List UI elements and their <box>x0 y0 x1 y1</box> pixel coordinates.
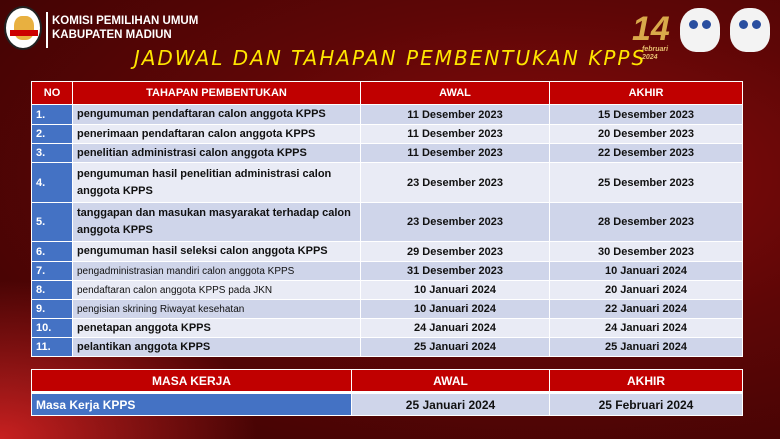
row-number: 7. <box>31 261 73 281</box>
row-awal: 29 Desember 2023 <box>360 241 550 262</box>
schedule-table: NO TAHAPAN PEMBENTUKAN AWAL AKHIR 1. peng… <box>31 81 743 357</box>
table-row: 7. pengadministrasian mandiri calon anggo… <box>31 261 743 281</box>
row-number: 4. <box>31 162 73 203</box>
row-awal: 25 Januari 2024 <box>360 337 550 357</box>
row-tahapan: tanggapan dan masukan masyarakat terhada… <box>72 202 361 242</box>
table-row: 3. penelitian administrasi calon anggota … <box>31 143 743 163</box>
row-tahapan: pengumuman hasil penelitian administrasi… <box>72 162 361 203</box>
badge-text: februari 2024 <box>642 46 669 61</box>
table-row: 11. pelantikan anggota KPPS 25 Januari 202… <box>31 337 743 357</box>
organization-name: KOMISI PEMILIHAN UMUM KABUPATEN MADIUN <box>52 14 198 42</box>
table-row: 10. penetapan anggota KPPS 24 Januari 2024… <box>31 318 743 338</box>
row-tahapan: pengumuman pendaftaran calon anggota KPP… <box>72 104 361 125</box>
row-number: 11. <box>31 337 73 357</box>
row-tahapan: penetapan anggota KPPS <box>72 318 361 338</box>
row-awal: 10 Januari 2024 <box>360 299 550 319</box>
row-akhir: 20 Desember 2023 <box>549 124 743 144</box>
row-number: 9. <box>31 299 73 319</box>
table-row: 4. pengumuman hasil penelitian administra… <box>31 162 743 203</box>
row-number: 6. <box>31 241 73 262</box>
row-number: 10. <box>31 318 73 338</box>
col-header-awal: AWAL <box>351 369 550 393</box>
col-header-no: NO <box>31 81 73 105</box>
row-awal: 23 Desember 2023 <box>360 202 550 242</box>
col-header-akhir: AKHIR <box>549 369 743 393</box>
row-tahapan: pengumuman hasil seleksi calon anggota K… <box>72 241 361 262</box>
col-header-akhir: AKHIR <box>549 81 743 105</box>
row-akhir: 15 Desember 2023 <box>549 104 743 125</box>
table-row: 9. pengisian skrining Riwayat kesehatan 10… <box>31 299 743 319</box>
col-header-masa-kerja: MASA KERJA <box>31 369 352 393</box>
row-awal: 10 Januari 2024 <box>360 280 550 300</box>
row-akhir: 20 Januari 2024 <box>549 280 743 300</box>
row-akhir: 22 Januari 2024 <box>549 299 743 319</box>
row-akhir: 25 Januari 2024 <box>549 337 743 357</box>
row-number: 1. <box>31 104 73 125</box>
row-number: 5. <box>31 202 73 242</box>
page-title: JADWAL DAN TAHAPAN PEMBENTUKAN KPPS <box>133 46 647 70</box>
row-number: 3. <box>31 143 73 163</box>
row-akhir: 25 Desember 2023 <box>549 162 743 203</box>
table-row: 5. tanggapan dan masukan masyarakat terha… <box>31 202 743 242</box>
masa-kerja-label: Masa Kerja KPPS <box>31 392 352 416</box>
col-header-awal: AWAL <box>360 81 550 105</box>
row-awal: 23 Desember 2023 <box>360 162 550 203</box>
election-date-badge: 14 februari 2024 <box>632 10 670 61</box>
org-line1: KOMISI PEMILIHAN UMUM <box>52 15 199 27</box>
table-row: 1. pengumuman pendaftaran calon anggota K… <box>31 104 743 125</box>
kpu-logo <box>4 6 42 50</box>
row-tahapan: penerimaan pendaftaran calon anggota KPP… <box>72 124 361 144</box>
row-awal: 24 Januari 2024 <box>360 318 550 338</box>
row-akhir: 30 Desember 2023 <box>549 241 743 262</box>
mascot-image <box>730 8 770 52</box>
row-tahapan: pengisian skrining Riwayat kesehatan <box>72 299 361 319</box>
row-tahapan: pendaftaran calon anggota KPPS pada JKN <box>72 280 361 300</box>
divider <box>46 12 48 48</box>
masa-kerja-awal: 25 Januari 2024 <box>351 392 550 416</box>
badge-number: 14 <box>632 10 670 48</box>
row-number: 2. <box>31 124 73 144</box>
table-row: 6. pengumuman hasil seleksi calon anggota… <box>31 241 743 262</box>
row-tahapan: pelantikan anggota KPPS <box>72 337 361 357</box>
row-akhir: 24 Januari 2024 <box>549 318 743 338</box>
row-akhir: 22 Desember 2023 <box>549 143 743 163</box>
row-akhir: 28 Desember 2023 <box>549 202 743 242</box>
mascot-image <box>680 8 720 52</box>
table-row: 8. pendaftaran calon anggota KPPS pada JK… <box>31 280 743 300</box>
row-number: 8. <box>31 280 73 300</box>
row-akhir: 10 Januari 2024 <box>549 261 743 281</box>
col-header-tahapan: TAHAPAN PEMBENTUKAN <box>72 81 361 105</box>
row-awal: 11 Desember 2023 <box>360 124 550 144</box>
table-row: 2. penerimaan pendaftaran calon anggota K… <box>31 124 743 144</box>
row-tahapan: pengadministrasian mandiri calon anggota… <box>72 261 361 281</box>
masa-kerja-table: MASA KERJA AWAL AKHIR Masa Kerja KPPS 25… <box>31 369 743 416</box>
row-awal: 31 Desember 2023 <box>360 261 550 281</box>
row-awal: 11 Desember 2023 <box>360 143 550 163</box>
org-line2: KABUPATEN MADIUN <box>52 29 172 41</box>
row-awal: 11 Desember 2023 <box>360 104 550 125</box>
row-tahapan: penelitian administrasi calon anggota KP… <box>72 143 361 163</box>
masa-kerja-akhir: 25 Februari 2024 <box>549 392 743 416</box>
